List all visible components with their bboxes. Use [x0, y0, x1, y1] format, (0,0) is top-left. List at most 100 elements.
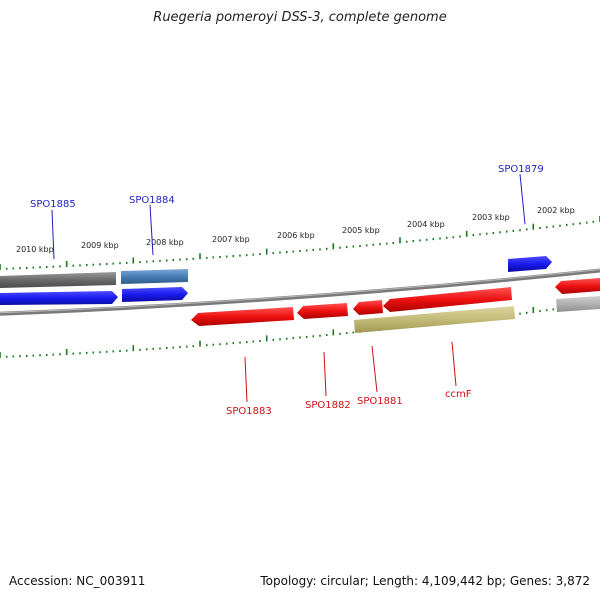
lower-scale-minor-tick	[119, 350, 121, 352]
scale-label-2009: 2009 kbp	[81, 241, 119, 250]
upper-scale-minor-tick	[19, 267, 21, 270]
upper-scale-minor-tick	[365, 244, 368, 247]
upper-scale-minor-tick	[99, 263, 101, 266]
feature-olive-lower[interactable]	[354, 306, 515, 333]
upper-scale-minor-tick	[79, 264, 81, 267]
upper-scale-minor-tick	[525, 228, 528, 231]
upper-scale-minor-tick	[165, 259, 168, 262]
upper-scale-minor-tick	[425, 238, 428, 241]
gene-labels: SPO1885 SPO1884 SPO1879 SPO1883 SPO1882 …	[30, 164, 544, 417]
upper-scale-minor-tick	[72, 264, 75, 267]
feature-lightgray-lower[interactable]	[556, 296, 600, 312]
lower-scale-minor-tick	[125, 349, 128, 352]
lower-scale-minor-tick	[205, 344, 208, 347]
lower-scale-minor-tick	[299, 336, 301, 339]
gene-label-spo1883[interactable]: SPO1883	[226, 406, 272, 417]
upper-scale-minor-tick	[319, 248, 321, 251]
scale-labels: 2010 kbp 2009 kbp 2008 kbp 2007 kbp 2006…	[16, 206, 575, 254]
upper-scale-minor-tick	[412, 240, 415, 243]
upper-scale-minor-tick	[492, 232, 495, 234]
gene-label-spo1882[interactable]: SPO1882	[305, 400, 351, 411]
lower-scale-minor-tick	[285, 337, 288, 340]
upper-scale-minor-tick	[352, 245, 355, 248]
gene-label-spo1884[interactable]: SPO1884	[129, 195, 175, 206]
upper-scale-minor-tick	[385, 242, 388, 245]
upper-scale-minor-tick	[32, 266, 35, 269]
feature-steelblue-upper[interactable]	[121, 269, 188, 284]
upper-scale-minor-tick	[52, 265, 55, 268]
lower-scale-minor-tick	[179, 346, 181, 349]
scale-label-2004: 2004 kbp	[407, 220, 445, 229]
upper-scale-major-tick	[199, 253, 201, 260]
upper-scale-minor-tick	[572, 223, 575, 226]
gene-label-ccmf[interactable]: ccmF	[445, 389, 472, 400]
gene-label-spo1881[interactable]: SPO1881	[357, 396, 403, 407]
upper-scale-minor-tick	[259, 253, 261, 256]
gene-spo1879-arrow[interactable]	[508, 256, 552, 272]
upper-scale-minor-tick	[339, 246, 341, 249]
lower-scale-minor-tick	[232, 342, 235, 345]
upper-scale-minor-tick	[445, 236, 448, 239]
gene-right-edge-arrow[interactable]	[555, 278, 600, 294]
lower-scale-minor-tick	[112, 350, 115, 353]
upper-scale-minor-tick	[292, 250, 295, 253]
upper-scale-minor-tick	[392, 242, 395, 244]
lower-scale-minor-tick	[245, 341, 248, 344]
gene-label-spo1885[interactable]: SPO1885	[30, 199, 76, 210]
upper-scale-minor-tick	[25, 266, 28, 269]
lower-scale-minor-tick	[345, 332, 348, 335]
gene-spo1884-arrow[interactable]	[122, 287, 188, 302]
lower-scale-minor-tick	[252, 340, 255, 343]
upper-scale-minor-tick	[12, 267, 15, 270]
feature-gray-upper[interactable]	[0, 272, 116, 288]
gene-spo1883-arrow[interactable]	[191, 307, 294, 326]
gene-spo1882-arrow[interactable]	[297, 303, 348, 319]
upper-scale-minor-tick	[305, 249, 308, 252]
upper-scale-minor-tick	[279, 251, 281, 254]
lower-scale-minor-tick	[339, 332, 341, 335]
upper-scale-minor-tick	[252, 253, 255, 256]
lower-scale-major-tick	[332, 329, 335, 336]
lower-scale-minor-tick	[99, 351, 101, 354]
lower-scale-minor-tick	[525, 311, 528, 314]
upper-scale-minor-tick	[539, 227, 541, 229]
upper-scale-major-tick	[532, 223, 535, 230]
gene-label-spo1879[interactable]: SPO1879	[498, 164, 544, 175]
upper-scale-minor-tick	[179, 258, 181, 261]
upper-scale-minor-tick	[152, 260, 155, 263]
upper-scale-minor-tick	[172, 259, 175, 262]
upper-scale-minor-tick	[565, 223, 568, 226]
upper-scale-minor-tick	[139, 261, 141, 264]
upper-scale-minor-tick	[585, 221, 588, 224]
upper-scale-minor-tick	[145, 260, 148, 263]
upper-scale-minor-tick	[432, 238, 435, 241]
upper-scale-minor-tick	[225, 255, 228, 258]
upper-scale-major-tick	[465, 230, 468, 237]
upper-scale-minor-tick	[325, 247, 328, 250]
genome-backbone	[0, 268, 600, 316]
lower-scale-minor-tick	[25, 354, 28, 357]
lower-scale-minor-tick	[172, 346, 175, 349]
lower-scale-minor-tick	[85, 351, 88, 354]
upper-scale-minor-tick	[312, 248, 315, 251]
map-title: Ruegeria pomeroyi DSS-3, complete genome	[153, 10, 447, 25]
lower-scale-minor-tick	[192, 345, 195, 348]
lower-scale-minor-tick	[312, 335, 315, 338]
upper-scale-minor-tick	[419, 239, 421, 242]
upper-scale-minor-tick	[192, 257, 195, 260]
gene-ccmf-arrow[interactable]	[383, 287, 512, 312]
lower-scale-minor-tick	[19, 355, 21, 358]
upper-scale-minor-tick	[272, 252, 275, 255]
upper-scale-minor-tick	[485, 232, 488, 235]
upper-scale-minor-tick	[185, 258, 188, 261]
lower-scale-minor-tick	[39, 354, 41, 357]
gene-spo1885-arrow[interactable]	[0, 291, 118, 305]
lower-scale-minor-tick	[92, 351, 95, 354]
upper-scale-major-tick	[265, 248, 268, 255]
upper-scale-minor-tick	[592, 220, 595, 223]
upper-scale-ticks	[0, 216, 600, 270]
gene-spo1881-arrow[interactable]	[353, 300, 383, 315]
lower-scale-minor-tick	[292, 337, 295, 340]
upper-scale-minor-tick	[559, 224, 561, 227]
